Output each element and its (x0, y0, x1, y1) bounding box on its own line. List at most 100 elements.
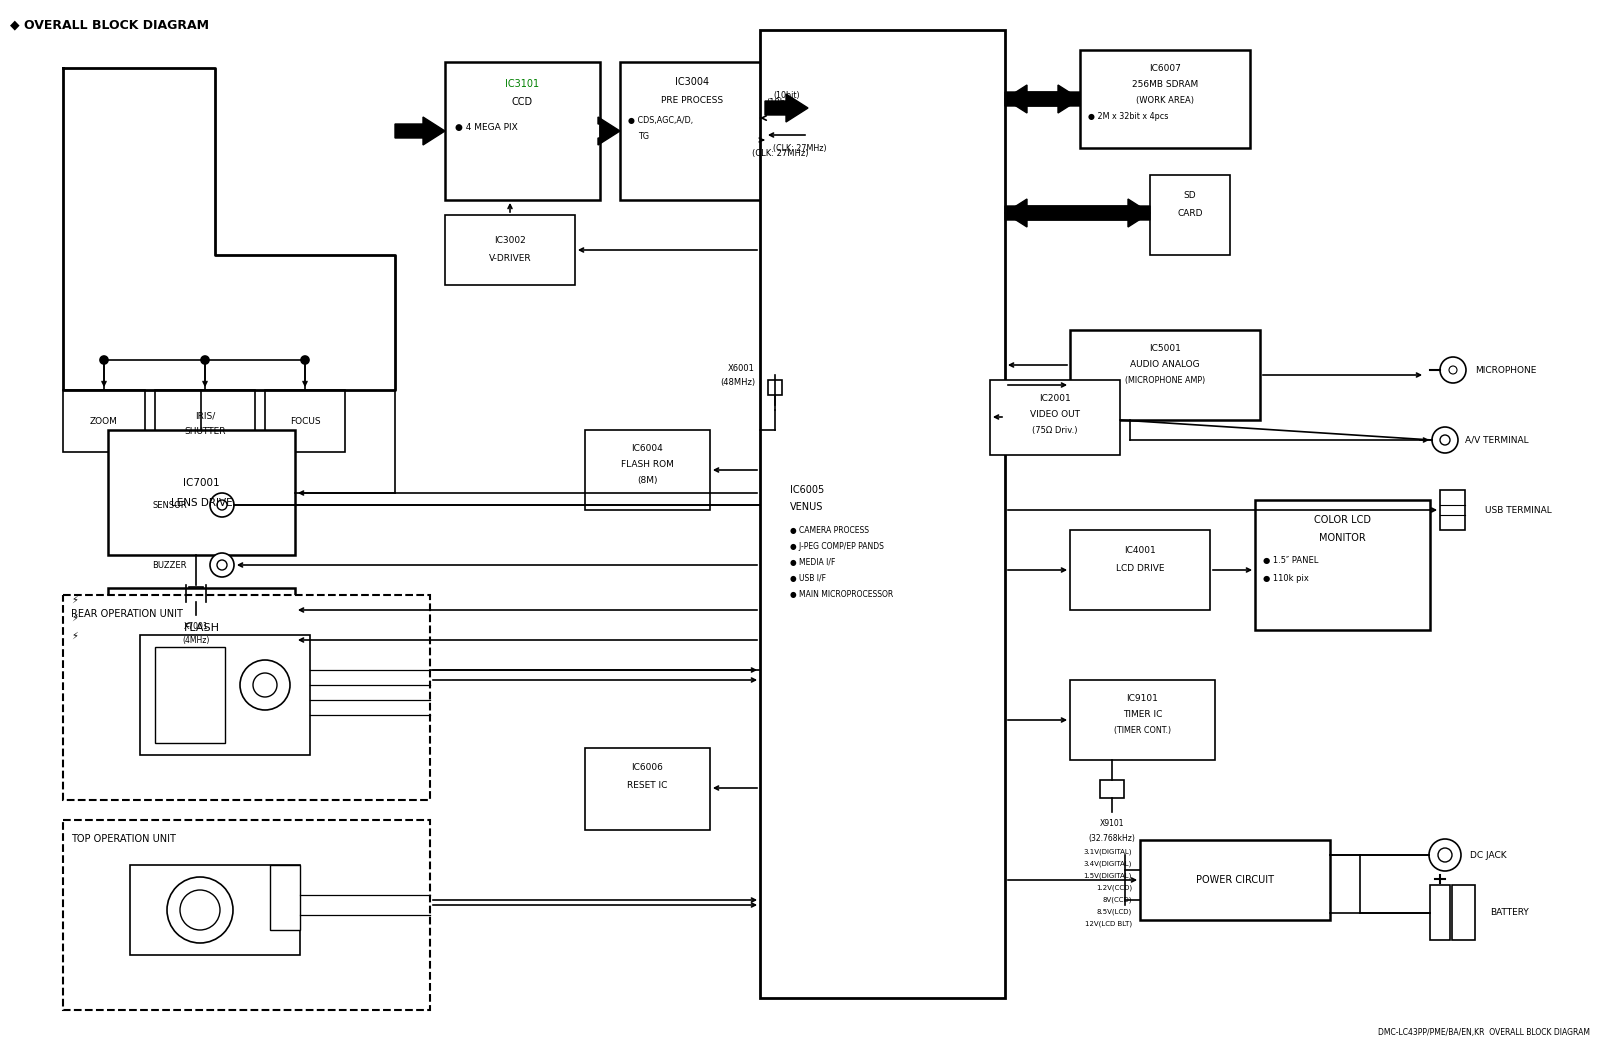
Text: IC3004: IC3004 (675, 77, 709, 87)
Text: ● CDS,AGC,A/D,: ● CDS,AGC,A/D, (627, 116, 693, 124)
Text: 1.5V(DIGITAL): 1.5V(DIGITAL) (1083, 873, 1133, 879)
Text: VIDEO OUT: VIDEO OUT (1030, 410, 1080, 418)
Bar (1440, 490, 1466, 530)
Text: AUDIO ANALOG: AUDIO ANALOG (1130, 359, 1200, 369)
Text: TOP OPERATION UNIT: TOP OPERATION UNIT (70, 834, 176, 844)
Text: CARD: CARD (1178, 209, 1203, 217)
Text: IC9101: IC9101 (1126, 694, 1158, 702)
Bar (445, 62, 600, 200)
Text: ZOOM: ZOOM (90, 417, 118, 425)
Text: FLASH ROM: FLASH ROM (621, 460, 674, 468)
Text: SHUTTER: SHUTTER (184, 426, 226, 436)
Text: 8V(CCD): 8V(CCD) (1102, 897, 1133, 903)
Text: BATTERY: BATTERY (1490, 908, 1528, 918)
Circle shape (1440, 357, 1466, 384)
Text: IC7001: IC7001 (182, 478, 219, 488)
Text: 3.1V(DIGITAL): 3.1V(DIGITAL) (1083, 849, 1133, 855)
Text: (10bit): (10bit) (766, 97, 794, 107)
Text: IC6007: IC6007 (1149, 64, 1181, 72)
Bar (1430, 885, 1450, 940)
Text: ● 110k pix: ● 110k pix (1262, 574, 1309, 582)
Circle shape (218, 560, 227, 570)
Text: IC6004: IC6004 (632, 443, 664, 452)
Bar (1254, 500, 1430, 630)
Circle shape (1438, 847, 1453, 862)
Text: MICROPHONE: MICROPHONE (1475, 366, 1536, 374)
Circle shape (202, 356, 210, 364)
Bar (768, 380, 782, 395)
Text: 12V(LCD BLT): 12V(LCD BLT) (1085, 921, 1133, 927)
Text: ● MEDIA I/F: ● MEDIA I/F (790, 557, 835, 566)
Text: (CLK: 27MHz): (CLK: 27MHz) (752, 148, 808, 158)
Text: POWER CIRCUIT: POWER CIRCUIT (1197, 875, 1274, 885)
Circle shape (1432, 427, 1458, 452)
Text: 256MB SDRAM: 256MB SDRAM (1131, 79, 1198, 89)
Bar (189, 587, 203, 600)
Text: SENSOR: SENSOR (152, 501, 187, 510)
Text: TG: TG (638, 132, 650, 140)
Circle shape (210, 493, 234, 517)
Bar (1070, 330, 1261, 420)
Circle shape (99, 356, 109, 364)
Circle shape (1440, 435, 1450, 445)
Text: LENS DRIVE: LENS DRIVE (171, 497, 232, 508)
Bar (62, 390, 146, 452)
Text: BUZZER: BUZZER (152, 560, 187, 570)
Text: IC3101: IC3101 (506, 79, 539, 89)
Text: ⚡: ⚡ (72, 613, 78, 623)
Text: DMC-LC43PP/PME/BA/EN,KR  OVERALL BLOCK DIAGRAM: DMC-LC43PP/PME/BA/EN,KR OVERALL BLOCK DI… (1378, 1028, 1590, 1037)
Text: DC JACK: DC JACK (1470, 851, 1507, 859)
Polygon shape (1005, 85, 1080, 113)
Text: RESET IC: RESET IC (627, 782, 667, 790)
Circle shape (218, 500, 227, 510)
Bar (1101, 780, 1123, 798)
Text: FLASH: FLASH (184, 623, 219, 633)
Text: CCD: CCD (512, 97, 533, 107)
Text: (8M): (8M) (637, 475, 658, 485)
Text: (TIMER CONT.): (TIMER CONT.) (1114, 725, 1171, 735)
Polygon shape (395, 117, 445, 145)
Bar (141, 635, 310, 754)
Bar (155, 647, 226, 743)
Polygon shape (598, 117, 621, 145)
Text: X9101: X9101 (1099, 819, 1125, 829)
Text: IC4001: IC4001 (1125, 545, 1155, 555)
Text: (48MHz): (48MHz) (720, 377, 755, 387)
Text: ● 2M x 32bit x 4pcs: ● 2M x 32bit x 4pcs (1088, 112, 1168, 120)
Text: VENUS: VENUS (790, 502, 824, 512)
Text: X6001: X6001 (728, 364, 755, 372)
Circle shape (1429, 839, 1461, 870)
Bar (990, 380, 1120, 455)
Bar (270, 865, 301, 930)
Text: PRE PROCESS: PRE PROCESS (661, 95, 723, 104)
Text: USB TERMINAL: USB TERMINAL (1485, 506, 1552, 514)
Text: ● MAIN MICROPROCESSOR: ● MAIN MICROPROCESSOR (790, 589, 893, 599)
Text: 3.4V(DIGITAL): 3.4V(DIGITAL) (1083, 861, 1133, 867)
Bar (62, 595, 430, 800)
Bar (1080, 50, 1250, 148)
Text: (WORK AREA): (WORK AREA) (1136, 95, 1194, 104)
Text: ◆ OVERALL BLOCK DIAGRAM: ◆ OVERALL BLOCK DIAGRAM (10, 18, 210, 31)
Polygon shape (1005, 199, 1150, 227)
Bar (1070, 680, 1214, 760)
Text: SD: SD (1184, 190, 1197, 200)
Bar (760, 30, 1005, 998)
Text: (10bit): (10bit) (773, 91, 800, 99)
Text: IC6005: IC6005 (790, 485, 824, 495)
Text: (CLK: 27MHz): (CLK: 27MHz) (773, 143, 827, 153)
Polygon shape (765, 99, 810, 127)
Polygon shape (1005, 85, 1080, 113)
Polygon shape (760, 104, 782, 132)
Text: REAR OPERATION UNIT: REAR OPERATION UNIT (70, 609, 182, 619)
Text: ⚡: ⚡ (72, 595, 78, 605)
Text: A/V TERMINAL: A/V TERMINAL (1466, 436, 1528, 444)
Bar (266, 390, 346, 452)
Text: IC6006: IC6006 (632, 764, 664, 772)
Text: IC5001: IC5001 (1149, 344, 1181, 352)
Polygon shape (1005, 199, 1150, 227)
Bar (586, 429, 710, 510)
Circle shape (179, 890, 221, 930)
Text: ⚡: ⚡ (72, 631, 78, 641)
Circle shape (1450, 366, 1458, 374)
Bar (62, 820, 430, 1011)
